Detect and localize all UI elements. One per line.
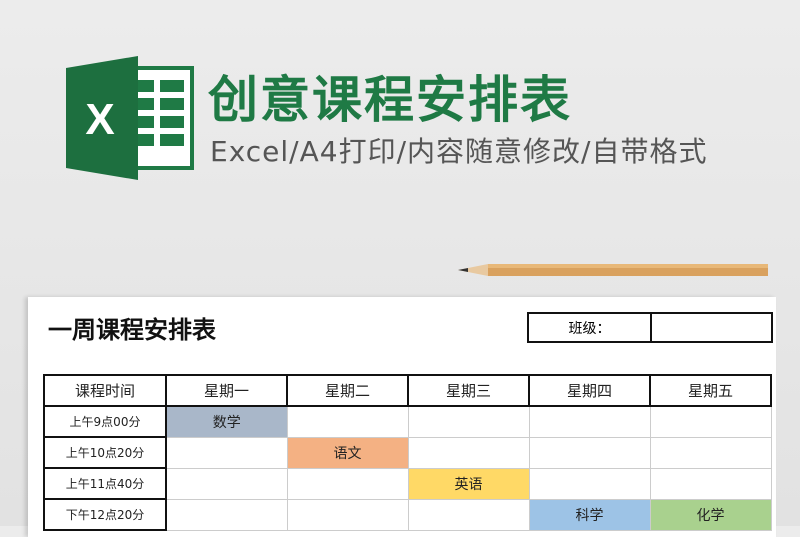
table-row: 下午12点20分 科学 化学 [43,498,772,531]
course-cell[interactable] [286,405,409,438]
page-subtitle: Excel/A4打印/内容随意修改/自带格式 [210,135,708,168]
course-cell[interactable] [528,405,651,438]
course-cell[interactable]: 化学 [649,498,772,531]
time-cell: 上午9点00分 [43,405,167,438]
course-cell[interactable]: 数学 [165,405,288,438]
schedule-table: 课程时间 星期一 星期二 星期三 星期四 星期五 上午9点00分 数学 上午10… [43,374,772,531]
course-cell[interactable] [649,405,772,438]
page-title: 创意课程安排表 [208,71,572,129]
course-cell[interactable] [286,467,409,500]
course-cell[interactable] [165,436,288,469]
column-header: 星期一 [165,374,288,407]
course-cell[interactable] [649,467,772,500]
class-label: 班级： [568,320,611,337]
course-cell[interactable] [528,436,651,469]
header-row: 课程时间 星期一 星期二 星期三 星期四 星期五 [43,374,772,407]
excel-logo-icon: X [66,56,194,180]
course-cell[interactable] [528,467,651,500]
course-cell[interactable] [407,405,530,438]
column-header: 课程时间 [43,374,167,407]
table-row: 上午9点00分 数学 [43,405,772,438]
time-cell: 上午11点40分 [43,467,167,500]
course-cell[interactable] [407,498,530,531]
course-cell[interactable] [407,436,530,469]
course-cell[interactable] [165,498,288,531]
class-box: 班级： [527,312,773,343]
column-header: 星期三 [407,374,530,407]
table-row: 上午10点20分 语文 [43,436,772,469]
course-cell[interactable]: 科学 [528,498,651,531]
table-row: 上午11点40分 英语 [43,467,772,500]
time-cell: 下午12点20分 [43,498,167,531]
course-cell[interactable]: 语文 [286,436,409,469]
course-cell[interactable] [165,467,288,500]
column-header: 星期五 [649,374,772,407]
pencil-icon [458,264,768,276]
column-header: 星期四 [528,374,651,407]
class-value[interactable] [650,314,771,341]
svg-text:X: X [85,95,114,144]
course-cell[interactable] [286,498,409,531]
column-header: 星期二 [286,374,409,407]
course-cell[interactable] [649,436,772,469]
course-cell[interactable]: 英语 [407,467,530,500]
time-cell: 上午10点20分 [43,436,167,469]
sheet-title: 一周课程安排表 [48,316,216,344]
